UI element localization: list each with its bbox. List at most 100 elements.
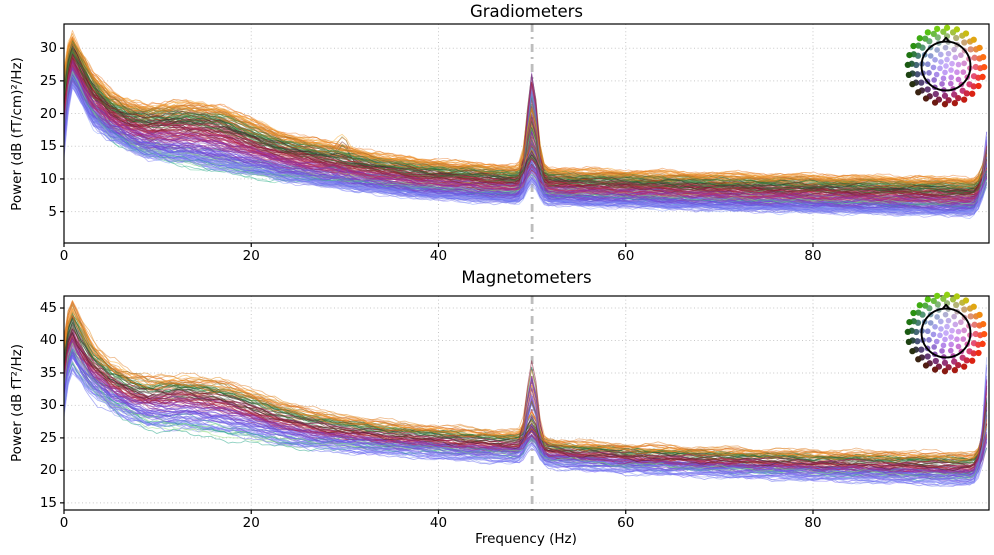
sensor-dot — [944, 56, 950, 63]
sensor-dot — [969, 357, 976, 364]
y-tick-label: 25 — [39, 72, 57, 89]
sensor-dot — [953, 26, 961, 33]
sensor-dot — [905, 71, 912, 78]
x-tick-label: 80 — [804, 515, 822, 531]
sensor-dot — [924, 328, 931, 335]
sensor-dot — [949, 327, 955, 334]
sensor-dot — [953, 301, 960, 309]
sensor-dot — [980, 321, 987, 328]
sensor-dot — [970, 350, 977, 357]
sensor-dot — [930, 64, 937, 71]
sensor-dot — [914, 338, 921, 345]
y-tick-label: 35 — [39, 364, 57, 381]
sensor-dot — [938, 326, 944, 332]
sensor-dot — [958, 52, 964, 59]
sensor-dot — [955, 343, 962, 350]
sensor-dot — [955, 94, 962, 102]
sensor-dot — [931, 77, 937, 83]
sensor-dot — [930, 297, 937, 305]
sensor-dot — [934, 314, 940, 320]
sensor-dot — [915, 356, 922, 363]
sensor-dot — [947, 80, 954, 87]
sensor-dot — [943, 330, 949, 336]
magnetometers-ylabel: Power (dB fT²/Hz) — [9, 344, 25, 462]
sensor-dot — [961, 39, 968, 46]
sensor-dot — [924, 353, 931, 360]
sensor-dot — [922, 95, 930, 102]
sensor-dot — [958, 319, 964, 326]
sensor-dot — [967, 46, 974, 53]
sensor-dot — [922, 35, 929, 42]
sensor-dot — [963, 90, 970, 97]
sensor-dot — [918, 346, 925, 353]
sensor-dot — [961, 306, 968, 313]
sensor-dot — [960, 336, 967, 342]
sensor-dot — [961, 363, 968, 370]
sensor-dot — [942, 336, 948, 343]
sensor-dot — [906, 51, 913, 59]
sensor-dot — [930, 30, 937, 38]
sensor-dot — [932, 357, 939, 365]
sensor-dot — [922, 302, 929, 309]
sensor-dot — [941, 101, 949, 108]
sensor-dot — [927, 320, 934, 326]
sensor-dot — [938, 59, 944, 65]
sensor-dot — [942, 44, 949, 51]
sensor-dot — [954, 69, 960, 76]
x-tick-label: 60 — [617, 248, 635, 264]
sensor-dot — [930, 331, 937, 338]
sensor-dot — [954, 336, 960, 343]
sensor-dot — [915, 42, 922, 49]
gradiometers-title: Gradiometers — [469, 2, 584, 21]
head-outline — [920, 307, 972, 359]
sensor-dot — [933, 71, 940, 78]
sensor-dot — [924, 86, 931, 93]
head-outline — [920, 40, 972, 92]
sensor-dot — [971, 54, 978, 61]
sensor-dot — [981, 63, 988, 71]
sensor-dot — [970, 303, 977, 310]
sensor-dot — [915, 309, 922, 316]
sensor-dot — [952, 54, 959, 61]
sensor-dot — [951, 367, 958, 374]
sensor-dot — [910, 42, 917, 50]
sensor-dot — [934, 47, 940, 53]
sensor-dot — [951, 46, 957, 53]
sensor-dot — [924, 296, 931, 303]
sensor-dot — [940, 28, 947, 35]
sensor-dot — [904, 61, 911, 69]
sensor-dot — [971, 321, 978, 328]
sensor-dot — [951, 100, 958, 107]
x-tick-label: 80 — [804, 248, 822, 264]
x-tick-label: 40 — [429, 515, 448, 531]
sensor-dot — [975, 82, 982, 90]
sensor-dot — [976, 311, 983, 318]
sensor-topomap-inset-magnetometers — [904, 291, 988, 375]
sensor-dot — [948, 341, 955, 348]
magnetometers-title: Magnetometers — [461, 268, 592, 287]
sensor-dot — [933, 338, 940, 345]
sensor-dot — [952, 321, 959, 328]
sensor-dot — [909, 81, 916, 88]
y-tick-label: 40 — [39, 332, 57, 349]
sensor-topomap-inset-gradiometers — [904, 24, 988, 108]
y-tick-label: 5 — [48, 203, 57, 220]
sensor-dot — [981, 330, 988, 338]
sensor-dot — [927, 53, 934, 59]
sensor-dot — [940, 75, 947, 82]
sensor-dot — [910, 309, 917, 317]
sensor-dot — [906, 318, 913, 326]
sensor-dot — [934, 25, 941, 32]
sensor-dot — [967, 313, 974, 320]
sensor-dot — [939, 348, 945, 354]
sensor-dot — [955, 61, 962, 68]
x-tick-label: 40 — [429, 248, 448, 264]
sensor-dot — [941, 92, 949, 99]
sensor-dot — [948, 67, 954, 73]
x-tick-label: 0 — [59, 515, 69, 531]
sensor-dot — [937, 51, 944, 58]
sensor-dot — [934, 292, 941, 299]
sensor-dot — [980, 54, 987, 61]
sensor-dot — [937, 332, 943, 339]
